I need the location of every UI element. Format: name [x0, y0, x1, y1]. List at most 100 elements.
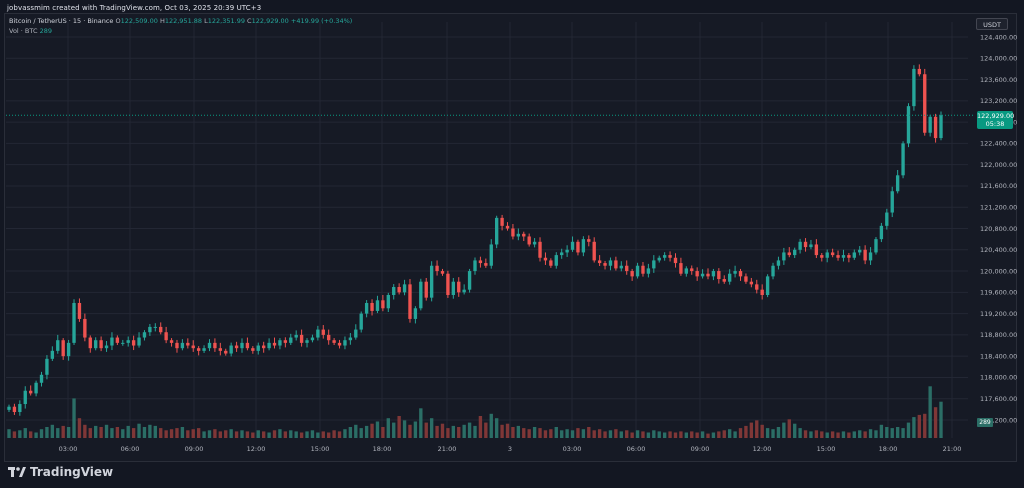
candle-body [706, 273, 710, 277]
candle-body [630, 271, 634, 277]
volume-bar [348, 427, 353, 438]
tradingview-logo[interactable]: TradingView [8, 465, 113, 479]
volume-bar [727, 429, 732, 438]
volume-label[interactable]: Vol · BTC [9, 27, 38, 35]
volume-bar [99, 427, 103, 438]
volume-bar [256, 430, 260, 438]
y-tick-label: 120,800.00 [980, 225, 1017, 233]
volume-bar [56, 428, 60, 438]
volume-bar [386, 418, 390, 438]
volume-bar [354, 424, 358, 438]
candle-body [337, 342, 342, 346]
volume-bar [538, 428, 542, 438]
volume-bar [364, 425, 369, 438]
candle-body [695, 271, 699, 277]
candle-body [234, 345, 239, 349]
volume-bar [830, 431, 835, 438]
low-label: L [204, 17, 208, 25]
volume-bar [749, 422, 754, 438]
candle-body [673, 257, 678, 264]
candle-body [587, 239, 591, 242]
y-tick-label: 119,200.00 [980, 310, 1017, 318]
candle-body [787, 252, 791, 256]
candle-body [939, 115, 943, 139]
candle-body [56, 340, 60, 351]
candle-body [793, 249, 797, 256]
candle-body [614, 260, 618, 269]
volume-bar [543, 430, 548, 438]
x-tick-label: 09:00 [185, 445, 204, 453]
volume-bar [755, 420, 759, 438]
change-value: +419.99 (+0.34%) [290, 17, 353, 25]
volume-bar [343, 429, 347, 438]
candle-body [110, 337, 114, 346]
volume-bar [240, 430, 244, 438]
x-tick-label: 18:00 [879, 445, 898, 453]
candle-body [700, 273, 705, 277]
volume-bar [863, 431, 867, 438]
candle-body [923, 74, 927, 133]
candle-body [77, 302, 82, 319]
close-label: C [247, 17, 252, 25]
volume-bar [711, 432, 716, 438]
x-tick-label: 15:00 [311, 445, 330, 453]
candle-body [202, 348, 206, 351]
candle-body [408, 284, 412, 319]
volume-bar [684, 432, 689, 438]
y-tick-label: 122,400.00 [980, 140, 1017, 148]
candle-body [229, 345, 233, 354]
volume-bar [159, 428, 163, 438]
candle-body [592, 241, 596, 261]
candle-body [690, 268, 694, 272]
candle-body [738, 271, 743, 277]
volume-bar [316, 432, 320, 438]
volume-bar [45, 427, 49, 438]
candle-body [543, 257, 548, 261]
candle-body [494, 217, 499, 245]
volume-bar [852, 431, 856, 438]
close-value: 122,929.00 [251, 17, 289, 25]
y-tick-label: 123,200.00 [980, 97, 1017, 105]
tradingview-logo-icon [8, 466, 26, 478]
volume-bar [18, 430, 22, 438]
volume-bar [229, 429, 233, 438]
candle-body [419, 281, 423, 309]
candle-body [917, 68, 922, 75]
x-tick-label: 06:00 [121, 445, 140, 453]
candle-body [224, 350, 228, 354]
candle-body [879, 225, 884, 240]
candle-body [657, 257, 661, 261]
candle-body [722, 279, 726, 282]
candle-body [7, 406, 11, 410]
volume-bar [668, 431, 672, 438]
volume-bar [446, 428, 450, 438]
volume-bar [608, 430, 613, 438]
x-tick-label: 3 [508, 445, 512, 453]
candle-body [66, 342, 71, 357]
candle-body [126, 340, 130, 343]
candle-body [662, 255, 667, 258]
candle-body [28, 390, 33, 394]
candle-body [213, 342, 217, 349]
volume-bar [218, 431, 223, 438]
volume-bar [787, 419, 791, 438]
candle-body [310, 337, 315, 341]
currency-button[interactable]: USDT [976, 18, 1008, 30]
volume-bar [88, 428, 92, 438]
volume-bar [66, 427, 71, 438]
volume-bar [809, 431, 813, 438]
x-tick-label: 21:00 [438, 445, 457, 453]
y-tick-label: 121,600.00 [980, 182, 1017, 190]
candle-body [760, 289, 764, 295]
candle-body [196, 348, 201, 351]
symbol-name[interactable]: Bitcoin / TetherUS · 15 · Binance [9, 17, 114, 25]
candle-body [646, 268, 651, 274]
candle-body [137, 337, 141, 346]
candle-body [825, 252, 829, 258]
candle-body [34, 382, 38, 394]
volume-bar [213, 429, 217, 438]
volume-bar [895, 427, 900, 438]
candle-body [489, 244, 493, 266]
volume-bar [885, 427, 889, 438]
